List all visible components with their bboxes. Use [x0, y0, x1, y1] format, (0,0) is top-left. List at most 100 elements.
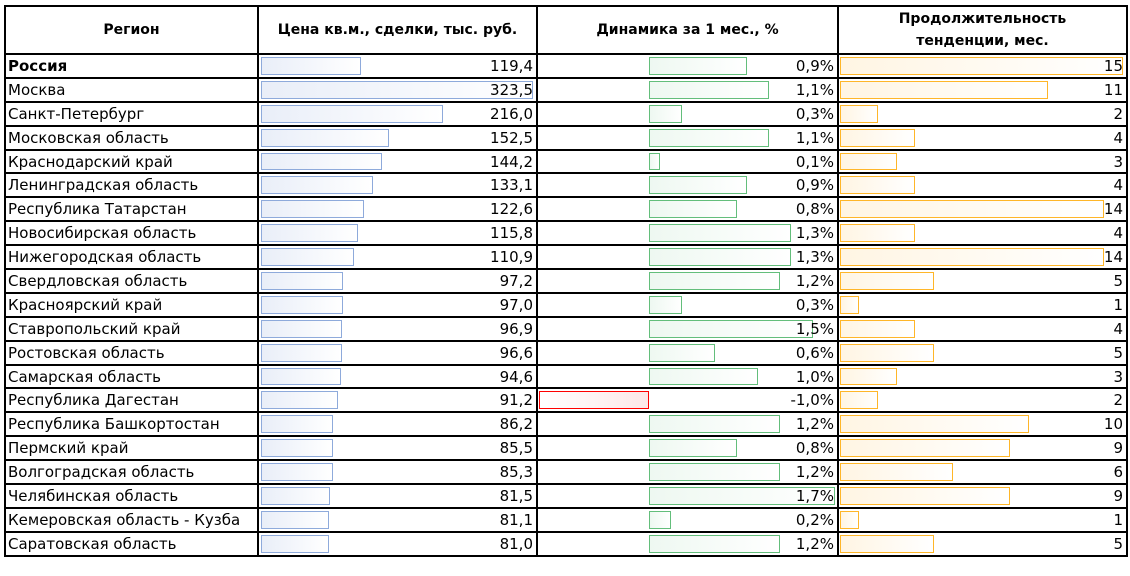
price-cell[interactable]: 81,0	[257, 530, 538, 557]
duration-cell[interactable]: 4	[837, 172, 1128, 199]
dynamics-positive-bar	[649, 319, 813, 338]
price-cell[interactable]: 115,8	[257, 220, 538, 247]
dynamics-cell[interactable]: 0,6%	[536, 339, 839, 366]
duration-cell[interactable]: 3	[837, 363, 1128, 390]
dynamics-cell[interactable]: 0,1%	[536, 148, 839, 175]
dynamics-value: 0,3%	[795, 295, 834, 314]
dynamics-cell[interactable]: 0,2%	[536, 506, 839, 533]
region-cell[interactable]: Ленинградская область	[4, 172, 259, 199]
price-cell[interactable]: 97,0	[257, 291, 538, 318]
duration-cell[interactable]: 6	[837, 459, 1128, 486]
region-cell[interactable]: Республика Дагестан	[4, 387, 259, 414]
region-cell[interactable]: Кемеровская область - Кузба	[4, 506, 259, 533]
price-cell[interactable]: 323,5	[257, 76, 538, 103]
dynamics-cell[interactable]: 1,1%	[536, 124, 839, 151]
dynamics-value: 1,2%	[795, 272, 834, 291]
duration-cell[interactable]: 2	[837, 100, 1128, 127]
region-cell[interactable]: Россия	[4, 53, 259, 79]
region-cell[interactable]: Московская область	[4, 124, 259, 151]
duration-value: 3	[1113, 367, 1123, 386]
duration-cell[interactable]: 1	[837, 291, 1128, 318]
dynamics-cell[interactable]: 1,7%	[536, 483, 839, 509]
duration-cell[interactable]: 1	[837, 506, 1128, 533]
dynamics-cell[interactable]: 0,9%	[536, 53, 839, 79]
price-cell[interactable]: 96,6	[257, 339, 538, 366]
duration-cell[interactable]: 4	[837, 220, 1128, 247]
region-cell[interactable]: Ростовская область	[4, 339, 259, 366]
duration-cell[interactable]: 3	[837, 148, 1128, 175]
region-cell[interactable]: Нижегородская область	[4, 244, 259, 271]
price-data-bar	[261, 343, 342, 362]
dynamics-cell[interactable]: 1,0%	[536, 363, 839, 390]
region-cell[interactable]: Волгоградская область	[4, 459, 259, 486]
price-cell[interactable]: 152,5	[257, 124, 538, 151]
region-cell[interactable]: Санкт-Петербург	[4, 100, 259, 127]
region-cell[interactable]: Новосибирская область	[4, 220, 259, 247]
price-cell[interactable]: 216,0	[257, 100, 538, 127]
price-cell[interactable]: 91,2	[257, 387, 538, 414]
dynamics-cell[interactable]: 1,5%	[536, 315, 839, 342]
dynamics-cell[interactable]: 1,3%	[536, 244, 839, 271]
duration-value: 5	[1113, 343, 1123, 362]
region-cell[interactable]: Красноярский край	[4, 291, 259, 318]
region-cell[interactable]: Краснодарский край	[4, 148, 259, 175]
price-cell[interactable]: 86,2	[257, 411, 538, 438]
duration-cell[interactable]: 5	[837, 339, 1128, 366]
duration-cell[interactable]: 14	[837, 196, 1128, 223]
duration-cell[interactable]: 9	[837, 435, 1128, 462]
region-cell[interactable]: Свердловская область	[4, 268, 259, 294]
duration-cell[interactable]: 14	[837, 244, 1128, 271]
region-cell[interactable]: Пермский край	[4, 435, 259, 462]
price-cell[interactable]: 81,1	[257, 506, 538, 533]
price-cell[interactable]: 110,9	[257, 244, 538, 271]
dynamics-cell[interactable]: 1,2%	[536, 411, 839, 438]
region-cell[interactable]: Челябинская область	[4, 483, 259, 509]
price-data-bar	[261, 510, 329, 529]
region-cell[interactable]: Москва	[4, 76, 259, 103]
duration-cell[interactable]: 11	[837, 76, 1128, 103]
dynamics-cell[interactable]: 1,2%	[536, 530, 839, 557]
price-cell[interactable]: 133,1	[257, 172, 538, 199]
duration-cell[interactable]: 4	[837, 124, 1128, 151]
dynamics-cell[interactable]: 1,2%	[536, 268, 839, 294]
price-cell[interactable]: 81,5	[257, 483, 538, 509]
duration-cell[interactable]: 4	[837, 315, 1128, 342]
duration-value: 15	[1103, 57, 1123, 75]
price-cell[interactable]: 94,6	[257, 363, 538, 390]
dynamics-cell[interactable]: 1,3%	[536, 220, 839, 247]
price-cell[interactable]: 97,2	[257, 268, 538, 294]
dynamics-cell[interactable]: 1,2%	[536, 459, 839, 486]
duration-value: 2	[1113, 104, 1123, 123]
duration-value: 4	[1113, 319, 1123, 338]
duration-cell[interactable]: 5	[837, 268, 1128, 294]
price-cell[interactable]: 85,3	[257, 459, 538, 486]
region-cell[interactable]: Ставропольский край	[4, 315, 259, 342]
header-duration-label: Продолжительность тенденции, мес.	[898, 11, 1067, 49]
dynamics-cell[interactable]: -1,0%	[536, 387, 839, 414]
dynamics-cell[interactable]: 0,3%	[536, 291, 839, 318]
region-cell[interactable]: Республика Татарстан	[4, 196, 259, 223]
dynamics-cell[interactable]: 1,1%	[536, 76, 839, 103]
duration-cell[interactable]: 5	[837, 530, 1128, 557]
region-cell[interactable]: Самарская область	[4, 363, 259, 390]
price-cell[interactable]: 122,6	[257, 196, 538, 223]
dynamics-cell[interactable]: 0,9%	[536, 172, 839, 199]
header-price: Цена кв.м., сделки, тыс. руб.	[257, 5, 538, 55]
region-cell[interactable]: Республика Башкортостан	[4, 411, 259, 438]
price-cell[interactable]: 144,2	[257, 148, 538, 175]
dynamics-cell[interactable]: 0,8%	[536, 196, 839, 223]
dynamics-value: 1,3%	[795, 224, 834, 243]
duration-cell[interactable]: 15	[837, 53, 1128, 79]
duration-value: 2	[1113, 391, 1123, 410]
duration-cell[interactable]: 10	[837, 411, 1128, 438]
price-cell[interactable]: 85,5	[257, 435, 538, 462]
dynamics-negative-bar	[539, 391, 649, 410]
duration-value: 14	[1103, 200, 1123, 219]
region-cell[interactable]: Саратовская область	[4, 530, 259, 557]
duration-cell[interactable]: 9	[837, 483, 1128, 509]
price-cell[interactable]: 119,4	[257, 53, 538, 79]
dynamics-cell[interactable]: 0,8%	[536, 435, 839, 462]
dynamics-cell[interactable]: 0,3%	[536, 100, 839, 127]
price-cell[interactable]: 96,9	[257, 315, 538, 342]
duration-cell[interactable]: 2	[837, 387, 1128, 414]
